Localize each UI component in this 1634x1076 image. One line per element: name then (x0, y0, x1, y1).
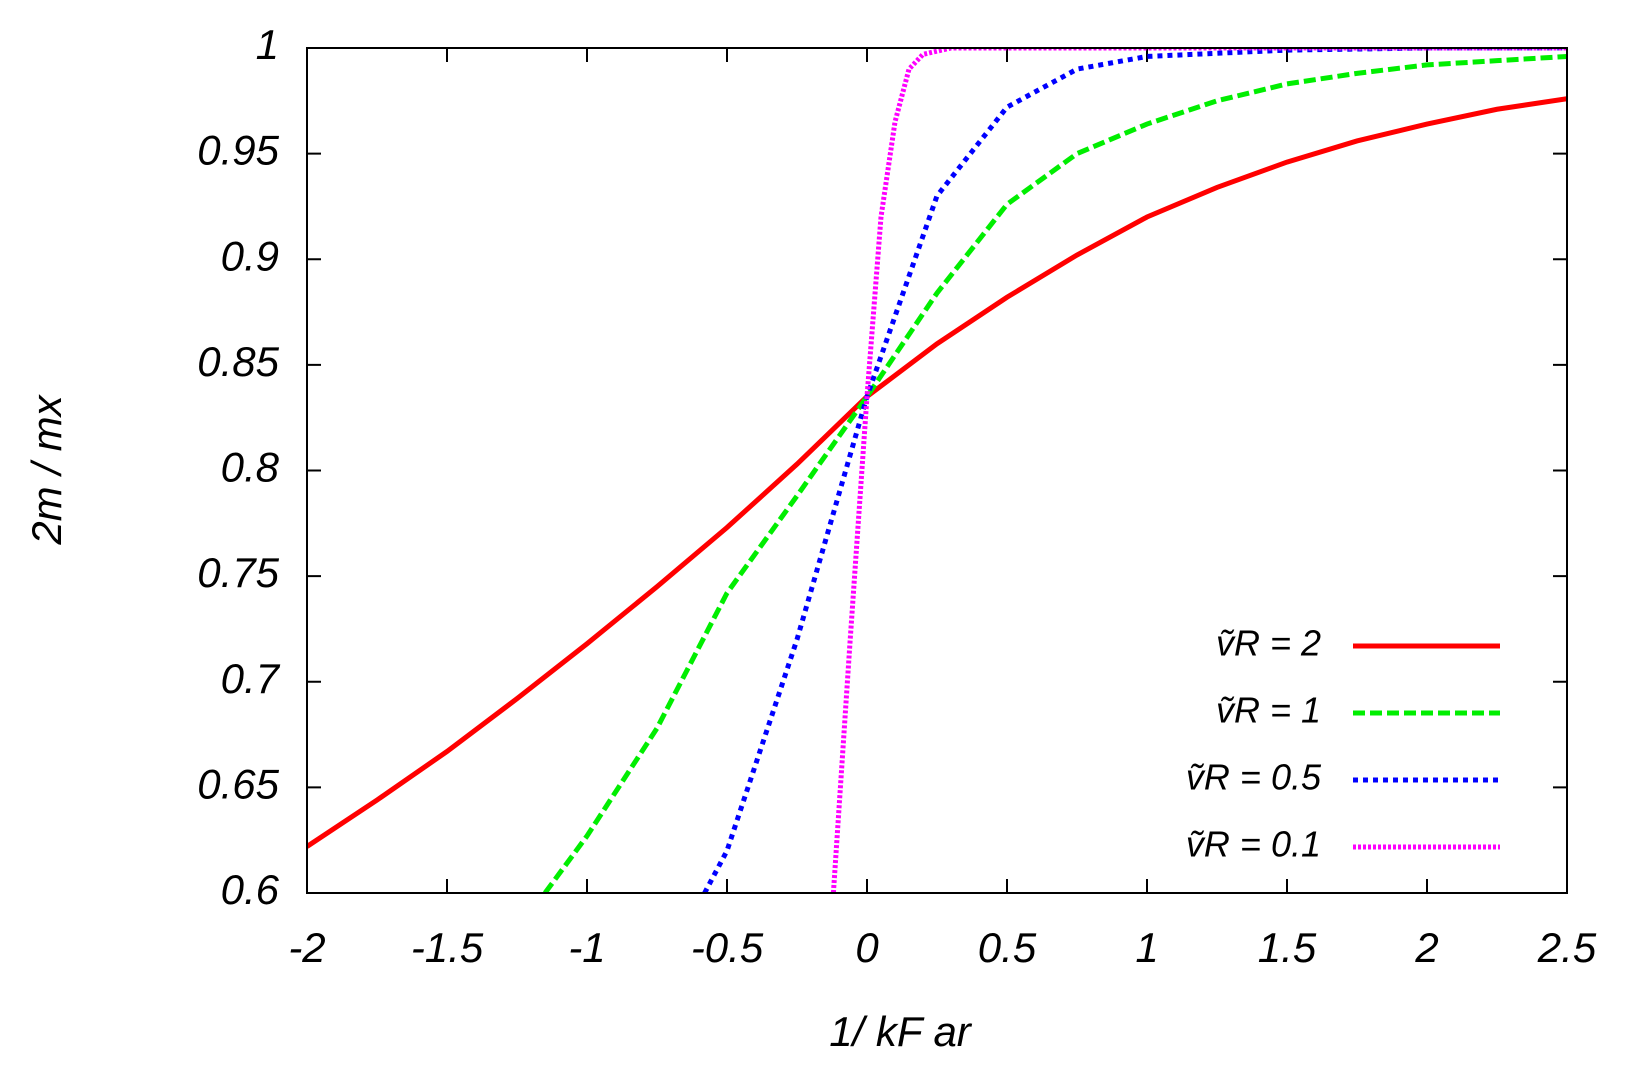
x-tick-label: -2 (288, 924, 325, 971)
x-axis-label: 1/ kF ar (829, 1008, 973, 1055)
x-tick-label: 0 (855, 924, 879, 971)
y-tick-label: 0.65 (197, 760, 279, 807)
y-tick-label: 1 (256, 21, 279, 68)
x-tick-label: 2.5 (1537, 924, 1597, 971)
series-line (830, 48, 1567, 893)
y-tick-label: 0.9 (221, 232, 279, 279)
legend-label: ṽR = 2 (1216, 623, 1321, 664)
y-tick-label: 0.95 (197, 127, 279, 174)
y-tick-label: 0.85 (197, 338, 279, 385)
plot-frame (306, 47, 1568, 894)
x-tick-label: -1.5 (411, 924, 484, 971)
series-line (307, 96, 1567, 849)
legend-label: ṽR = 0.1 (1186, 824, 1321, 865)
x-tick-label: 1.5 (1258, 924, 1317, 971)
y-tick-label: 0.6 (221, 866, 280, 913)
y-tick-label: 0.8 (221, 444, 280, 491)
series-line (702, 48, 1567, 893)
y-tick-label: 0.7 (221, 655, 281, 702)
x-tick-label: -0.5 (691, 924, 764, 971)
legend-label: ṽR = 0.5 (1186, 757, 1322, 798)
x-tick-label: 1 (1135, 924, 1158, 971)
x-tick-label: 0.5 (978, 924, 1037, 971)
series-line (542, 53, 1567, 893)
y-axis-label: 2m / mx (23, 393, 70, 545)
legend-label: ṽR = 1 (1216, 690, 1321, 731)
x-tick-label: 2 (1414, 924, 1438, 971)
x-tick-label: -1 (568, 924, 605, 971)
y-tick-label: 0.75 (197, 549, 279, 596)
